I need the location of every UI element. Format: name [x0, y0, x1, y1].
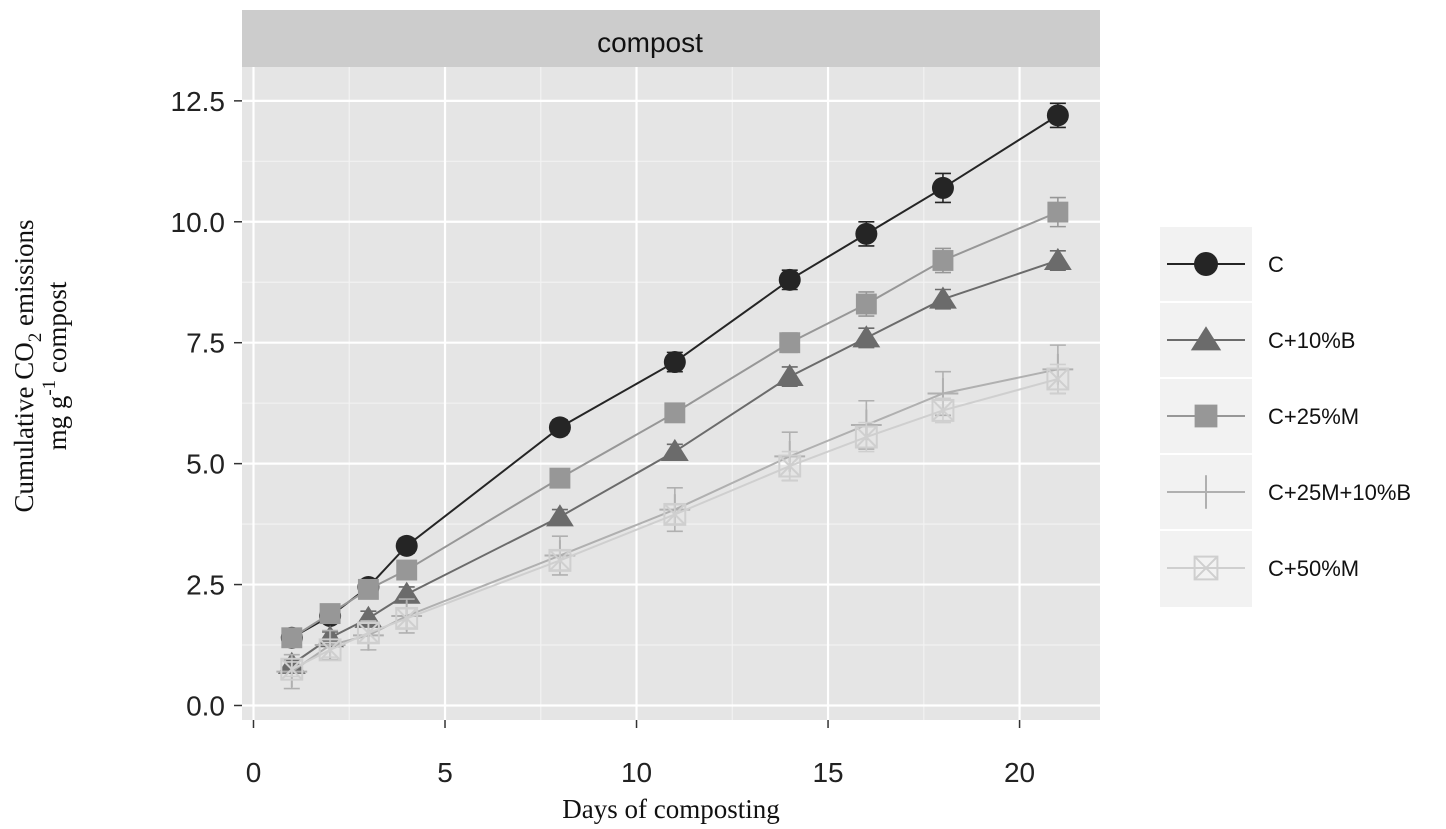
y-axis-title-line2: mg g-1 compost — [39, 281, 72, 450]
point-2-1 — [319, 603, 341, 625]
point-1-7 — [852, 325, 881, 348]
legend-key-marker-4 — [1193, 555, 1219, 581]
point-4-5 — [663, 502, 687, 526]
point-2-5 — [664, 402, 686, 424]
point-1-6 — [775, 363, 804, 387]
series-layer — [276, 102, 1074, 690]
y-tick-label-0: 0.0 — [186, 690, 225, 721]
point-2-2 — [357, 578, 379, 600]
y-axis-title-line1: Cumulative CO2 emissions — [9, 219, 46, 512]
legend-label-3: C+25M+10%B — [1268, 480, 1411, 505]
point-4-7 — [854, 425, 878, 449]
legend-label-1: C+10%B — [1268, 328, 1355, 353]
legend-key-marker-0 — [1194, 252, 1218, 276]
legend-item-3: C+25M+10%B — [1160, 453, 1411, 509]
legend-key-marker-1 — [1190, 326, 1222, 351]
x-axis-title: Days of composting — [562, 794, 779, 824]
x-tick-label-0: 0 — [246, 757, 262, 788]
point-4-3 — [395, 606, 419, 630]
point-1-5 — [660, 438, 689, 462]
x-tick-label-1: 5 — [437, 757, 453, 788]
legend: C C+10%B C+25%M C+25M+10%B C+50%M — [1160, 227, 1411, 607]
series-2 — [281, 196, 1069, 649]
y-tick-label-2: 5.0 — [186, 449, 225, 480]
series-line-1 — [291, 259, 1059, 666]
point-2-9 — [1047, 201, 1069, 223]
point-0-4 — [548, 416, 571, 439]
point-1-8 — [929, 286, 957, 309]
series-4 — [280, 363, 1070, 681]
point-4-9 — [1046, 367, 1070, 391]
point-4-2 — [356, 621, 380, 645]
point-4-6 — [778, 454, 802, 478]
point-0-7 — [855, 222, 878, 245]
axis-ticks — [234, 100, 1021, 728]
grid-major — [242, 67, 1100, 720]
x-tick-labels: 0 5 10 15 20 — [246, 757, 1035, 788]
y-tick-label-1: 2.5 — [186, 570, 225, 601]
point-1-9 — [1043, 247, 1072, 270]
point-4-1 — [318, 638, 342, 662]
facet-strip-label: compost — [597, 27, 703, 58]
legend-label-0: C — [1268, 252, 1284, 277]
point-1-4 — [546, 504, 574, 527]
legend-key-marker-3 — [1189, 475, 1223, 509]
y-tick-label-4: 10.0 — [171, 207, 226, 238]
y-tick-labels: 0.0 2.5 5.0 7.5 10.0 12.5 — [171, 86, 226, 722]
point-0-9 — [1046, 104, 1069, 127]
point-0-6 — [778, 268, 801, 291]
point-2-8 — [932, 250, 954, 271]
point-0-8 — [931, 176, 954, 199]
point-0-3 — [395, 534, 418, 557]
y-tick-label-5: 12.5 — [171, 86, 226, 117]
point-0-5 — [663, 351, 686, 374]
point-4-0 — [280, 657, 304, 681]
point-2-0 — [281, 627, 303, 649]
series-line-2 — [291, 211, 1059, 639]
x-tick-label-4: 20 — [1004, 757, 1035, 788]
point-1-3 — [392, 581, 421, 604]
point-2-4 — [549, 467, 571, 489]
point-2-7 — [855, 293, 877, 315]
legend-item-0: C — [1167, 252, 1284, 277]
legend-label-2: C+25%M — [1268, 404, 1359, 429]
point-2-6 — [779, 332, 801, 354]
legend-item-1: C+10%B — [1160, 301, 1355, 353]
facet-strip — [242, 10, 1100, 67]
x-tick-label-3: 15 — [812, 757, 843, 788]
legend-key-marker-2 — [1194, 404, 1218, 428]
y-tick-label-3: 7.5 — [186, 328, 225, 359]
x-tick-label-2: 10 — [621, 757, 652, 788]
legend-item-2: C+25%M — [1160, 377, 1359, 429]
legend-item-4: C+50%M — [1160, 529, 1359, 581]
legend-label-4: C+50%M — [1268, 556, 1359, 581]
point-4-4 — [548, 548, 572, 572]
series-line-3 — [291, 368, 1059, 673]
point-2-3 — [396, 559, 418, 581]
point-4-8 — [931, 398, 955, 422]
series-line-4 — [291, 378, 1059, 671]
